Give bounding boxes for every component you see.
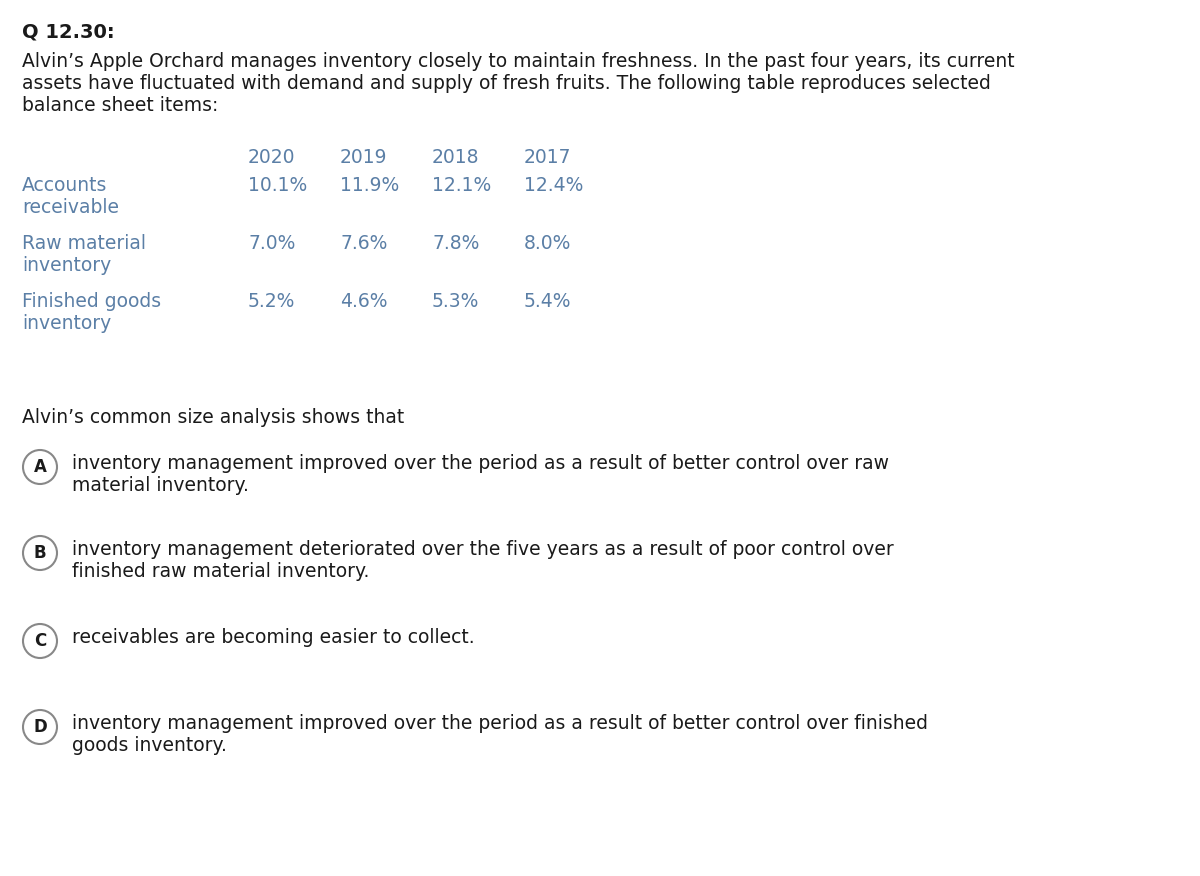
Text: 5.3%: 5.3% bbox=[432, 292, 479, 311]
Text: 2019: 2019 bbox=[340, 148, 388, 167]
Text: A: A bbox=[34, 458, 47, 476]
Text: C: C bbox=[34, 632, 46, 650]
Text: B: B bbox=[34, 544, 47, 562]
Text: material inventory.: material inventory. bbox=[72, 476, 248, 495]
Text: Alvin’s common size analysis shows that: Alvin’s common size analysis shows that bbox=[22, 408, 404, 427]
Text: 7.0%: 7.0% bbox=[248, 234, 295, 253]
Text: 11.9%: 11.9% bbox=[340, 176, 400, 195]
Text: 5.4%: 5.4% bbox=[524, 292, 571, 311]
Text: balance sheet items:: balance sheet items: bbox=[22, 96, 218, 115]
Text: inventory management improved over the period as a result of better control over: inventory management improved over the p… bbox=[72, 454, 889, 473]
Text: 12.1%: 12.1% bbox=[432, 176, 491, 195]
Text: 8.0%: 8.0% bbox=[524, 234, 571, 253]
Text: 7.8%: 7.8% bbox=[432, 234, 479, 253]
Text: receivable: receivable bbox=[22, 198, 119, 217]
Text: inventory: inventory bbox=[22, 314, 112, 333]
Text: D: D bbox=[34, 718, 47, 736]
Text: inventory management improved over the period as a result of better control over: inventory management improved over the p… bbox=[72, 714, 928, 733]
Text: receivables are becoming easier to collect.: receivables are becoming easier to colle… bbox=[72, 628, 475, 647]
Text: inventory management deteriorated over the five years as a result of poor contro: inventory management deteriorated over t… bbox=[72, 540, 894, 559]
Text: goods inventory.: goods inventory. bbox=[72, 736, 227, 755]
Text: Raw material: Raw material bbox=[22, 234, 146, 253]
Text: finished raw material inventory.: finished raw material inventory. bbox=[72, 562, 370, 581]
Text: 12.4%: 12.4% bbox=[524, 176, 583, 195]
Text: assets have fluctuated with demand and supply of fresh fruits. The following tab: assets have fluctuated with demand and s… bbox=[22, 74, 991, 93]
Text: 2020: 2020 bbox=[248, 148, 295, 167]
Text: Accounts: Accounts bbox=[22, 176, 107, 195]
Text: Finished goods: Finished goods bbox=[22, 292, 161, 311]
Text: 2017: 2017 bbox=[524, 148, 571, 167]
Text: 4.6%: 4.6% bbox=[340, 292, 388, 311]
Text: 5.2%: 5.2% bbox=[248, 292, 295, 311]
Text: 10.1%: 10.1% bbox=[248, 176, 307, 195]
Text: Q 12.30:: Q 12.30: bbox=[22, 22, 115, 41]
Text: 7.6%: 7.6% bbox=[340, 234, 388, 253]
Text: 2018: 2018 bbox=[432, 148, 480, 167]
Text: inventory: inventory bbox=[22, 256, 112, 275]
Text: Alvin’s Apple Orchard manages inventory closely to maintain freshness. In the pa: Alvin’s Apple Orchard manages inventory … bbox=[22, 52, 1015, 71]
